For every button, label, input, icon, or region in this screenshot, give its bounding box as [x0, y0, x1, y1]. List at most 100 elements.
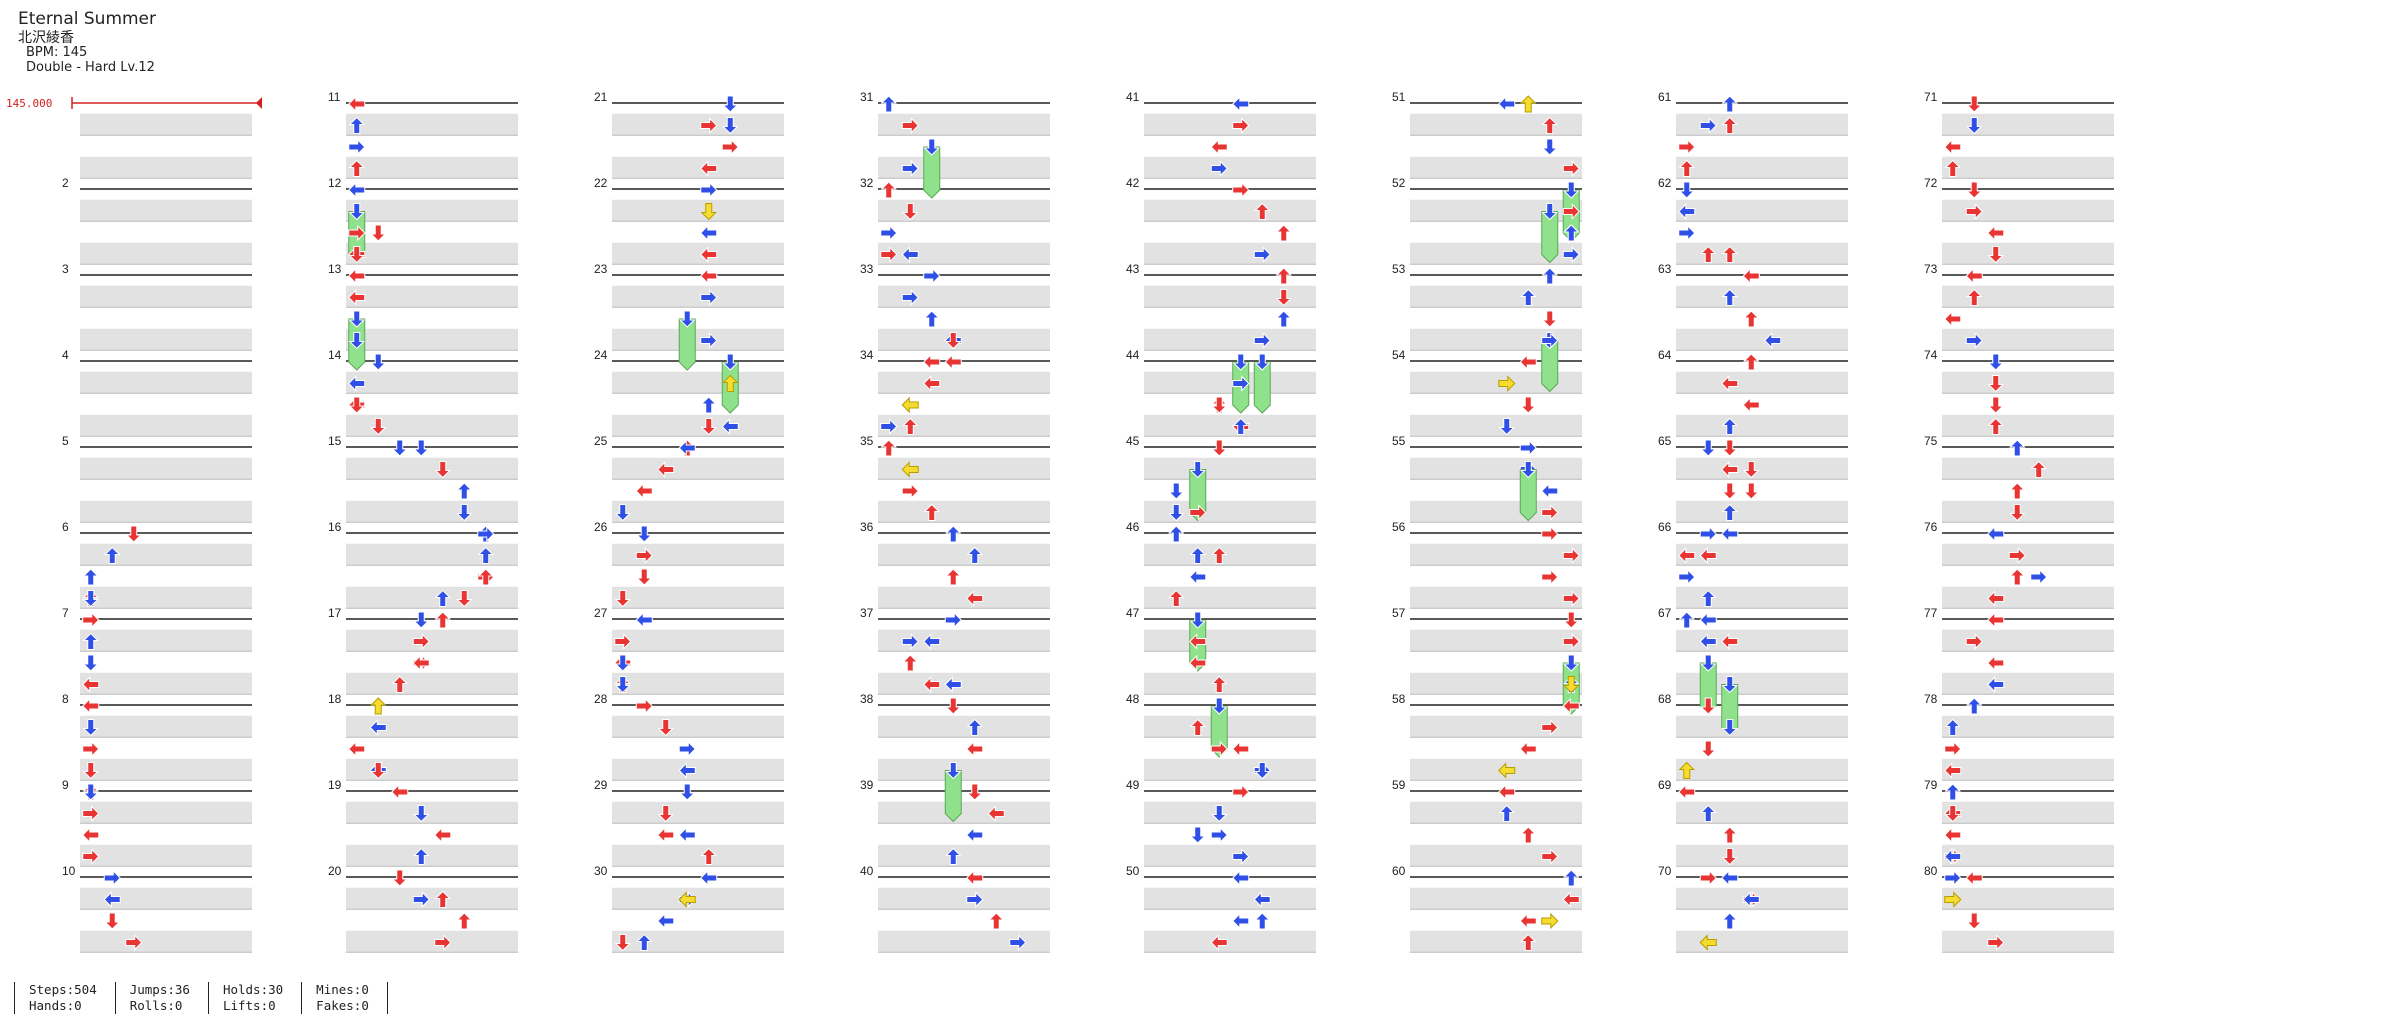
beat-band: [80, 457, 252, 480]
arrow-shape: [1678, 203, 1696, 220]
step-arrow-left-icon: [944, 353, 962, 371]
arrow-shape: [1519, 912, 1537, 930]
arrow-shape: [1721, 525, 1739, 543]
arrow-shape: [348, 203, 365, 221]
arrow-shape: [901, 396, 919, 414]
measure-number: 54: [1392, 348, 1406, 362]
arrow-shape: [1721, 95, 1738, 113]
arrow-shape: [1254, 202, 1271, 220]
arrow-shape: [1562, 633, 1580, 650]
arrow-shape: [880, 439, 897, 457]
step-arrow-left-icon: [657, 826, 675, 844]
step-arrow-left-icon: [1210, 934, 1228, 951]
step-arrow-up-icon: [1721, 826, 1738, 844]
arrow-shape: [1699, 869, 1717, 887]
arrow-shape: [1699, 547, 1717, 564]
arrow-shape: [348, 138, 366, 156]
measure-number: 59: [1392, 778, 1406, 792]
beat-band: [612, 715, 784, 738]
arrow-shape: [1987, 676, 2005, 693]
arrow-shape: [923, 633, 941, 650]
arrow-shape: [1541, 310, 1558, 328]
arrow-shape: [1210, 138, 1228, 156]
arrow-shape: [1275, 310, 1292, 328]
measure-number: 6: [62, 520, 69, 534]
beat-band: [1676, 586, 1848, 609]
beat-band: [1676, 715, 1848, 738]
measure-number: 32: [860, 176, 874, 190]
arrow-shape: [1678, 783, 1696, 801]
step-arrow-down-icon: [1520, 396, 1537, 414]
measure-number: 42: [1126, 176, 1140, 190]
stats-col-holds: Holds:30 Lifts:0: [207, 982, 301, 1014]
arrow-shape: [966, 546, 983, 564]
measure-number: 14: [328, 348, 342, 362]
step-arrow-down-icon: [1721, 848, 1738, 866]
arrow-shape: [1678, 761, 1695, 779]
step-arrow-left-icon: [635, 611, 653, 629]
step-arrow-up-icon: [1721, 912, 1738, 930]
beat-band: [878, 328, 1050, 351]
arrow-shape: [901, 289, 919, 306]
step-arrow-right-icon: [721, 138, 739, 156]
stat-holds: Holds:30: [222, 982, 284, 997]
beat-band: [1144, 328, 1316, 351]
measure-number: 10: [62, 864, 76, 878]
beat-band: [612, 156, 784, 179]
beat-band: [1410, 199, 1582, 222]
arrow-shape: [1254, 762, 1271, 780]
step-arrow-up-icon: [1743, 310, 1760, 328]
beat-band: [1942, 457, 2114, 480]
arrow-shape: [679, 783, 696, 801]
step-arrow-up-icon: [1211, 675, 1228, 693]
step-arrow-left-icon: [82, 826, 100, 844]
step-arrow-down-icon: [348, 332, 365, 350]
arrow-shape: [1764, 332, 1782, 349]
arrow-shape: [614, 654, 631, 672]
arrow-shape: [635, 547, 653, 564]
arrow-shape: [370, 224, 387, 242]
step-arrow-left-icon: [1189, 654, 1207, 672]
beat-band: [346, 113, 518, 136]
beat-band: [612, 586, 784, 609]
beat-band: [878, 930, 1050, 953]
measure-number: 49: [1126, 778, 1140, 792]
arrow-shape: [1987, 224, 2005, 242]
beat-band: [1676, 887, 1848, 910]
step-arrow-left-icon: [103, 891, 121, 908]
step-arrow-right-icon: [1562, 633, 1580, 650]
beat-band: [878, 887, 1050, 910]
arrow-shape: [1987, 353, 2004, 371]
step-arrow-down-icon: [348, 396, 365, 414]
measure-number: 47: [1126, 606, 1140, 620]
arrow-shape: [82, 611, 100, 629]
arrow-shape: [1721, 417, 1738, 435]
step-arrow-left-icon: [923, 353, 941, 371]
measure-number: 37: [860, 606, 874, 620]
measure-number: 29: [594, 778, 608, 792]
arrow-shape: [722, 353, 739, 371]
beat-band: [1410, 371, 1582, 394]
step-arrow-up-icon: [348, 116, 365, 134]
beat-band: [612, 887, 784, 910]
measure-number: 28: [594, 692, 608, 706]
step-arrow-up-icon: [434, 611, 451, 629]
beat-band: [1942, 586, 2114, 609]
step-arrow-right-icon: [1541, 719, 1559, 736]
arrow-shape: [1944, 826, 1962, 844]
arrow-shape: [1189, 826, 1206, 844]
arrow-shape: [1275, 267, 1292, 285]
arrow-shape: [412, 654, 430, 672]
arrow-shape: [1743, 310, 1760, 328]
arrow-shape: [434, 611, 451, 629]
arrow-shape: [678, 740, 696, 758]
arrow-shape: [477, 568, 494, 586]
beat-band: [1942, 156, 2114, 179]
arrow-shape: [1563, 611, 1580, 629]
step-arrow-up-icon: [2030, 460, 2047, 478]
beat-band: [1410, 887, 1582, 910]
arrow-shape: [901, 633, 919, 650]
measure-number: 64: [1658, 348, 1672, 362]
hold-body: [1519, 469, 1537, 522]
beat-band: [612, 199, 784, 222]
